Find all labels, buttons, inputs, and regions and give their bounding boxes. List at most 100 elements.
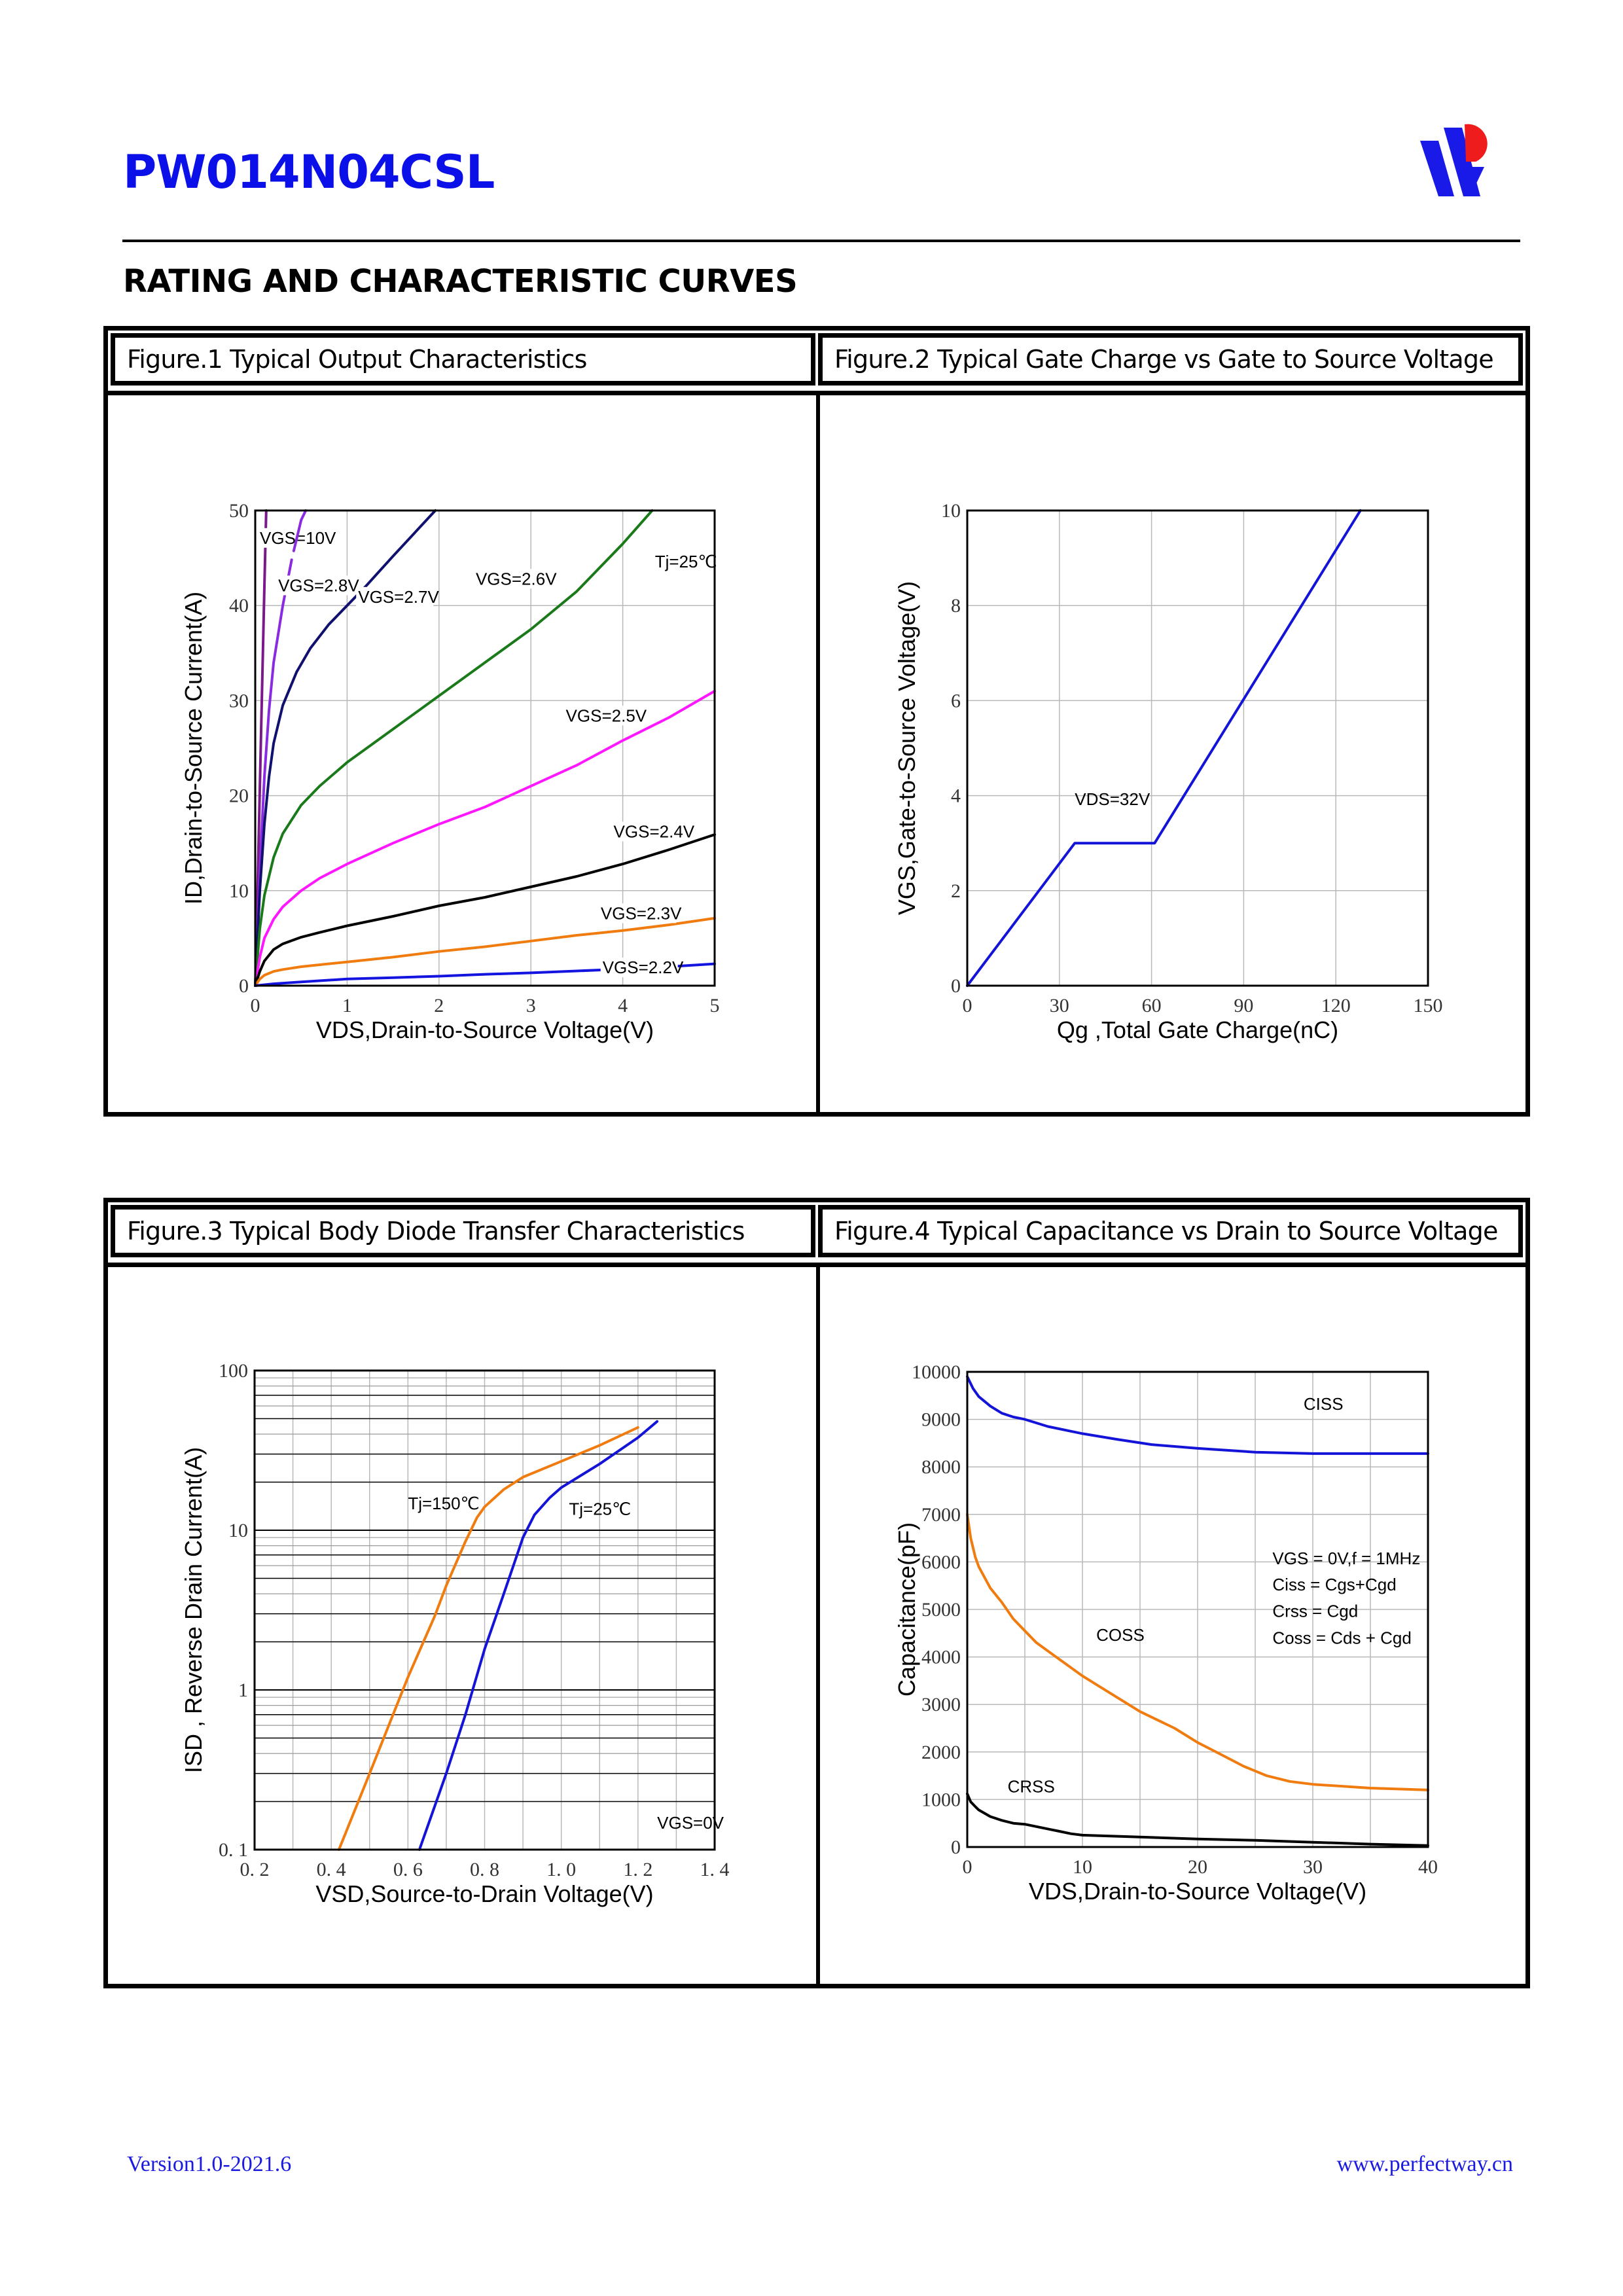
series-group: VGS=10VVGS=2.8VVGS=2.7VVGS=2.6VVGS=2.5VV… — [254, 509, 716, 987]
y-tick-label: 8000 — [921, 1456, 961, 1478]
x-tick-label: 1. 4 — [700, 1859, 730, 1880]
annotation-tj-25: Tj=25℃ — [569, 1499, 631, 1518]
series-line-vgs-2-4v — [254, 833, 716, 987]
part-number-title: PW014N04CSL — [123, 145, 495, 199]
annotation-coss: COSS — [1096, 1625, 1145, 1645]
x-tick-label: 1 — [342, 995, 352, 1016]
y-tick-label: 1000 — [921, 1789, 961, 1810]
figure-3-caption: Figure.3 Typical Body Diode Transfer Cha… — [111, 1205, 815, 1257]
figure-1-output-characteristics-chart: VGS=10VVGS=2.8VVGS=2.7VVGS=2.6VVGS=2.5VV… — [180, 500, 720, 1043]
x-tick-label: 150 — [1414, 995, 1443, 1016]
series-label-vgs-2-6v: VGS=2.6V — [476, 569, 557, 588]
figure-2-gate-charge-chart: VDS=32V 0 30 60 90 120 150 0 2 4 6 8 10 Qg ,Total Gat… — [893, 500, 1443, 1043]
figure-2-caption: Figure.2 Typical Gate Charge vs Gate to … — [818, 333, 1523, 386]
footer-version: Version1.0-2021.6 — [127, 2152, 292, 2176]
x-tick-label: 0 — [963, 995, 972, 1016]
y-tick-label: 4000 — [921, 1647, 961, 1668]
series-line-tj-150 — [337, 1426, 639, 1851]
y-tick-label: 9000 — [921, 1409, 961, 1431]
y-tick-label: 3000 — [921, 1694, 961, 1715]
x-axis-label: Qg ,Total Gate Charge(nC) — [1057, 1016, 1338, 1043]
y-tick-label: 2000 — [921, 1742, 961, 1763]
series-label-vgs-2-7v: VGS=2.7V — [358, 587, 439, 607]
x-tick-label: 120 — [1321, 995, 1351, 1016]
x-tick-label: 4 — [618, 995, 628, 1016]
series-line-vgs-2-8v — [254, 509, 308, 987]
y-tick-label: 2 — [951, 880, 961, 902]
series-line-vgs-2-5v — [254, 689, 716, 987]
series-line-crss — [966, 1792, 1429, 1847]
y-tick-label: 4 — [951, 785, 961, 807]
series-group — [966, 1375, 1429, 1847]
x-tick-label: 3 — [526, 995, 536, 1016]
x-axis-label: VDS,Drain-to-Source Voltage(V) — [1029, 1878, 1366, 1905]
annotation-ciss: CISS — [1304, 1394, 1344, 1414]
series-label-background — [258, 528, 327, 548]
series-label-vgs-2-4v: VGS=2.4V — [614, 821, 695, 841]
y-tick-label: 6 — [951, 690, 961, 711]
series-label-background — [598, 903, 676, 924]
x-tick-label: 0. 2 — [240, 1859, 270, 1880]
y-tick-label: 100 — [219, 1360, 248, 1382]
header-divider — [122, 240, 1520, 242]
annotation-vgs-0v-f-1mhz: VGS = 0V,f = 1MHz — [1272, 1549, 1420, 1568]
y-tick-label: 20 — [229, 785, 249, 807]
x-axis-label: VDS,Drain-to-Source Voltage(V) — [316, 1016, 654, 1043]
x-tick-label: 20 — [1188, 1856, 1207, 1878]
x-axis-label: VSD,Source-to-Drain Voltage(V) — [315, 1880, 653, 1907]
x-tick-label: 2 — [434, 995, 444, 1016]
annotation-tj-150: Tj=150℃ — [408, 1494, 479, 1513]
x-tick-label: 30 — [1050, 995, 1069, 1016]
series-label-vgs-2-5v: VGS=2.5V — [566, 706, 647, 725]
series-line-tj-25 — [418, 1420, 659, 1851]
annotation-ciss-cgs-cgd: Ciss = Cgs+Cgd — [1272, 1575, 1396, 1594]
y-tick-label: 50 — [229, 500, 249, 522]
y-tick-label: 40 — [229, 595, 249, 617]
x-tick-label: 60 — [1142, 995, 1162, 1016]
footer-website-link[interactable]: www.perfectway.cn — [1336, 2152, 1513, 2176]
series-label-background — [473, 569, 551, 589]
series-label-vgs-2-2v: VGS=2.2V — [603, 958, 684, 977]
y-tick-label: 6000 — [921, 1551, 961, 1573]
series-label-background — [563, 706, 641, 726]
series-label-background — [600, 958, 678, 978]
y-axis-label: ID,Drain-to-Source Current(A) — [180, 592, 207, 905]
x-tick-label: 0. 6 — [393, 1859, 423, 1880]
plot-area-frame — [966, 509, 1429, 987]
x-tick-label: 0. 4 — [317, 1859, 346, 1880]
y-axis-label: ISD , Reverse Drain Current(A) — [180, 1447, 207, 1773]
series-line-vgs — [966, 509, 1362, 987]
y-tick-label: 10 — [941, 500, 961, 522]
x-tick-label: 0 — [963, 1856, 972, 1878]
figure-grid-top: Figure.1 Typical Output Characteristics … — [103, 326, 1530, 1117]
series-label-vgs-2-8v: VGS=2.8V — [278, 575, 359, 595]
series-label-vgs-2-3v: VGS=2.3V — [601, 903, 682, 923]
series-line-vgs-2-7v — [254, 509, 437, 987]
series-line-ciss — [966, 1375, 1429, 1455]
series-group — [337, 1420, 659, 1851]
column-divider — [816, 1263, 820, 1984]
x-tick-label: 0. 8 — [470, 1859, 499, 1880]
y-tick-label: 10000 — [912, 1361, 961, 1383]
annotation-crss: CRSS — [1008, 1777, 1055, 1797]
figure-4-caption: Figure.4 Typical Capacitance vs Drain to… — [818, 1205, 1523, 1257]
figure-1-caption: Figure.1 Typical Output Characteristics — [111, 333, 815, 386]
plot-area-frame — [253, 1369, 716, 1851]
annotation-crss-cgd: Crss = Cgd — [1272, 1602, 1358, 1621]
y-tick-label: 30 — [229, 690, 249, 711]
section-title: RATING AND CHARACTERISTIC CURVES — [123, 263, 798, 300]
annotation-coss-cds-cgd: Coss = Cds + Cgd — [1272, 1628, 1411, 1647]
annotation-vgs-0v: VGS=0V — [657, 1813, 724, 1833]
annotation-vds-32v: VDS=32V — [1075, 789, 1150, 809]
annotation-tj-25: Tj=25℃ — [655, 552, 717, 571]
y-tick-label: 10 — [228, 1520, 248, 1541]
x-tick-label: 1. 2 — [623, 1859, 652, 1880]
series-label-background — [276, 575, 354, 596]
x-tick-label: 1. 0 — [546, 1859, 576, 1880]
y-axis-label: VGS,Gate-to-Source Voltage(V) — [893, 581, 920, 915]
grid-lines — [967, 510, 1429, 986]
series-label-background — [356, 586, 434, 607]
y-tick-label: 0. 1 — [219, 1839, 248, 1861]
figure-3-body-diode-chart: Tj=150℃ Tj=25℃ VGS=0V 0. 2 0. 4 0. 6 0. 8 1. 0 1… — [180, 1360, 730, 1907]
y-tick-label: 0 — [951, 1837, 961, 1858]
